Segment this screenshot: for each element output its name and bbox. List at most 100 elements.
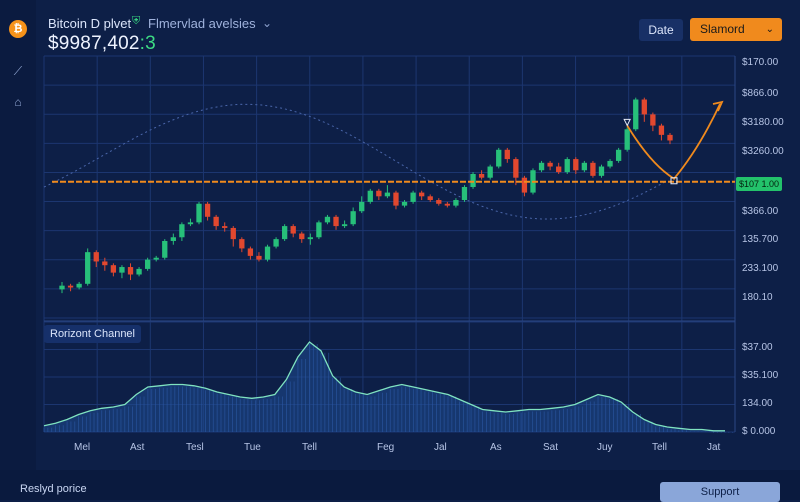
candle-body <box>290 226 296 234</box>
candle-body <box>324 216 331 223</box>
candle-body <box>213 216 219 227</box>
candle-body <box>102 261 108 266</box>
candle-body <box>367 190 373 202</box>
draw-tool-icon[interactable]: ⟋ <box>13 64 23 78</box>
candle-body <box>76 283 82 288</box>
candle-body <box>401 201 408 206</box>
candle-body <box>256 255 262 260</box>
x-axis-label: Tell <box>302 442 318 453</box>
candle-body <box>299 233 305 240</box>
candle-body <box>453 200 459 206</box>
candle-body <box>667 134 673 141</box>
candle-body <box>222 226 228 228</box>
x-axis-label: Juy <box>597 442 613 453</box>
candle-body <box>196 203 202 223</box>
bitcoin-icon[interactable]: ₿ <box>9 20 27 38</box>
volume-axis-label: $35.100 <box>742 370 779 381</box>
candle-body <box>170 237 176 241</box>
support-button[interactable]: Support <box>660 482 780 502</box>
standard-select-label: Slamord <box>700 22 745 36</box>
candle-body <box>204 203 211 217</box>
candle-body <box>496 149 502 167</box>
candle-body <box>393 192 399 206</box>
y-axis-label: $170.00 <box>742 57 779 68</box>
candle-body <box>521 177 528 193</box>
sidebar-rail <box>0 0 36 470</box>
current-price-tag: $107 1.00 <box>736 177 782 191</box>
y-axis-label: $866.00 <box>742 88 779 99</box>
analysis-subtitle[interactable]: Flmervlad avelsies <box>148 16 256 31</box>
x-axis-label: Tesl <box>186 442 204 453</box>
moving-average-line <box>43 103 667 220</box>
candle-body <box>615 149 622 161</box>
y-axis-label: $366.00 <box>742 206 779 217</box>
candle-body <box>556 166 562 173</box>
candle-body <box>273 239 279 247</box>
chevron-down-icon[interactable]: ⌄ <box>262 16 273 30</box>
candle-body <box>607 160 613 167</box>
candle-body <box>513 159 519 178</box>
candle-body <box>538 162 545 171</box>
y-axis-label: 180.10 <box>742 292 773 303</box>
x-axis-label: Ast <box>130 442 145 453</box>
candle-body <box>239 239 245 249</box>
asset-title: Bitcoin D plvet <box>48 16 132 31</box>
candle-body <box>436 200 442 204</box>
candle-body <box>119 267 125 273</box>
candle-body <box>307 237 313 240</box>
candle-body <box>162 240 168 258</box>
home-icon[interactable]: ⌂ <box>14 95 22 109</box>
candle-body <box>136 268 142 275</box>
candle-body <box>624 129 630 150</box>
price-readout: $9987,402:3 <box>48 33 156 55</box>
x-axis-label: Sat <box>543 442 559 453</box>
x-axis-label: Jat <box>707 442 721 453</box>
candle-body <box>110 265 117 273</box>
y-axis-label: $3180.00 <box>742 117 784 128</box>
candle-body <box>650 114 656 126</box>
x-axis-label: Tue <box>244 442 261 453</box>
marker-triangle <box>623 118 631 127</box>
candle-body <box>59 285 65 290</box>
candle-body <box>187 222 194 225</box>
candle-body <box>333 216 339 227</box>
candle-body <box>504 149 510 160</box>
chevron-down-icon: ⌄ <box>765 24 774 35</box>
candle-body <box>573 159 579 171</box>
candle-body <box>633 99 639 130</box>
channel-label[interactable]: Rorizont Channel <box>44 325 141 343</box>
candle-body <box>547 162 553 167</box>
candle-body <box>350 211 356 225</box>
candle-body <box>359 201 365 212</box>
marker-square <box>670 177 678 185</box>
standard-select[interactable]: Slamord ⌄ <box>690 18 782 41</box>
trend-arrow <box>626 103 721 180</box>
price-highlight: :3 <box>139 33 156 54</box>
candle-body <box>564 159 570 173</box>
candle-body <box>444 203 451 206</box>
candle-body <box>85 252 91 284</box>
candle-body <box>419 192 425 197</box>
candle-body <box>598 166 605 176</box>
candle-body <box>316 222 322 238</box>
volume-axis-label: $ 0.000 <box>742 426 776 437</box>
candle-body <box>153 257 159 260</box>
candle-body <box>581 162 588 171</box>
candle-body <box>470 173 476 187</box>
candle-body <box>341 224 348 227</box>
price-chart[interactable] <box>0 0 800 470</box>
x-axis-label: Jal <box>434 442 447 453</box>
candle-body <box>127 267 134 275</box>
footer-label: Reslyd porice <box>20 483 87 495</box>
candle-body <box>281 226 288 240</box>
candle-body <box>67 285 74 288</box>
candle-body <box>93 252 99 262</box>
candle-body <box>478 173 485 178</box>
candle-body <box>410 192 416 202</box>
x-axis-label: Feg <box>377 442 395 453</box>
candle-body <box>487 166 493 178</box>
x-axis-label: Tell <box>652 442 668 453</box>
date-button[interactable]: Date <box>639 19 683 41</box>
y-axis-label: 135.700 <box>742 234 779 245</box>
y-axis-label: $3260.00 <box>742 146 784 157</box>
